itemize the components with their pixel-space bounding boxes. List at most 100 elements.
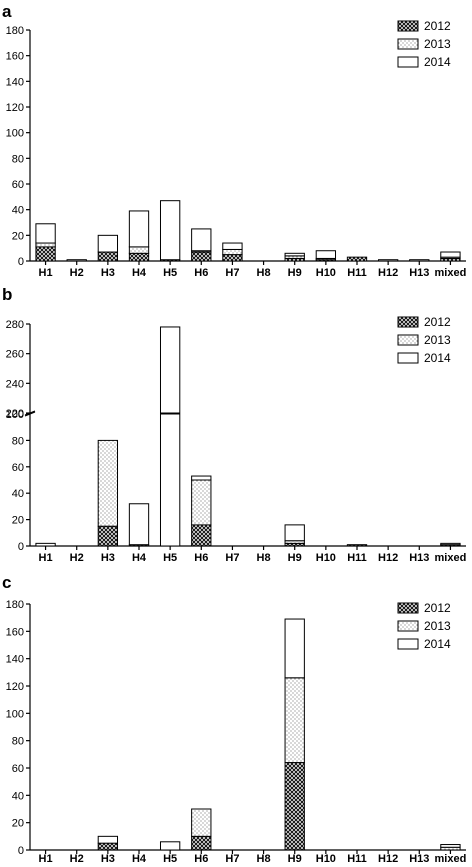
chart-c-ytick-label: 160: [6, 626, 24, 638]
chart-a-xtick-label: H11: [347, 267, 367, 279]
chart-b-bar-H5-2014: [159, 326, 181, 414]
chart-a-bar-mixed-2014: [440, 251, 461, 258]
chart-c-bar-H3-2014: [97, 835, 119, 844]
chart-c-xtick-label: H13: [409, 853, 429, 865]
chart-b-xtick-label: H4: [132, 552, 147, 564]
chart-c-bar-H5-2014: [159, 841, 181, 851]
chart-a-ytick-label: 160: [6, 51, 24, 63]
chart-b-axis-break: [24, 411, 36, 417]
chart-b-bar-H3-2013: [97, 439, 119, 527]
chart-a-bar-H7-2012: [222, 254, 243, 262]
chart-c-legend-swatch-2012: [397, 602, 419, 614]
chart-c-ytick-label: 20: [12, 818, 24, 830]
chart-a-bar-H7-2014: [222, 242, 243, 250]
chart-c-ytick-label: 60: [12, 763, 24, 775]
chart-a-bar-H12-2014: [377, 259, 399, 262]
chart-a-bar-H4-2012: [128, 252, 150, 262]
chart-a-bar-H1-2014: [35, 223, 56, 244]
chart-b-xtick-label: H2: [70, 552, 84, 564]
chart-c-ytick-label: 180: [6, 599, 24, 611]
chart-a-xtick-label: H4: [132, 267, 147, 279]
chart-a-ytick-label: 20: [12, 230, 24, 242]
chart-b-legend-label-2013: 2013: [424, 333, 451, 347]
chart-a-ytick-label: 0: [18, 256, 24, 268]
chart-a-xtick-label: H10: [316, 267, 336, 279]
chart-c-xtick-label: H10: [316, 853, 336, 865]
chart-b-xtick-label: mixed: [435, 552, 467, 564]
chart-b-ytick-label: 240: [6, 378, 24, 390]
chart-b-legend-label-2014: 2014: [424, 351, 451, 365]
chart-a-legend-label-2013: 2013: [424, 37, 451, 51]
chart-a-bar-H9-2014: [284, 252, 305, 257]
chart-a-xtick-label: mixed: [435, 267, 467, 279]
chart-c-legend-label-2012: 2012: [424, 601, 451, 615]
chart-b-xtick-label: H1: [39, 552, 53, 564]
chart-b-bar-H3-2012: [97, 525, 119, 547]
chart-b-bar-H5-2014: [159, 413, 181, 547]
chart-a-ytick-label: 40: [12, 205, 24, 217]
chart-c-xtick-label: H5: [163, 853, 177, 865]
chart-c-xtick-label: H2: [70, 853, 84, 865]
chart-a-bar-H3-2012: [97, 251, 119, 262]
chart-a-xtick-label: H8: [257, 267, 271, 279]
chart-a-legend-swatch-2013: [397, 38, 419, 50]
chart-a-legend-swatch-2012: [397, 20, 419, 32]
chart-b-axis-break: [24, 410, 36, 416]
chart-c-legend-swatch-2013: [397, 620, 419, 632]
chart-b-xtick-label: H8: [257, 552, 271, 564]
chart-c-xtick-label: H11: [347, 853, 367, 865]
chart-c-xtick-label: H3: [101, 853, 115, 865]
chart-c-legend-label-2014: 2014: [424, 637, 451, 651]
chart-c-ytick-label: 140: [6, 654, 24, 666]
chart-c-xtick-label: H8: [257, 853, 271, 865]
chart-c-ytick-label: 80: [12, 736, 24, 748]
chart-b-ytick-label: 220: [6, 408, 24, 420]
chart-b-xtick-label: H10: [316, 552, 336, 564]
chart-b-ytick-label: 100: [6, 409, 24, 421]
chart-c-xtick-label: mixed: [435, 853, 467, 865]
chart-b-legend-swatch-2013: [397, 334, 419, 346]
chart-c-ytick-label: 100: [6, 708, 24, 720]
chart-c-bar-H6-2013: [191, 808, 212, 837]
chart-a-bar-H4-2014: [128, 210, 150, 248]
chart-b-xtick-label: H12: [378, 552, 398, 564]
chart-a-ytick-label: 80: [12, 153, 24, 165]
chart-c-bar-H3-2012: [97, 842, 119, 851]
chart-a-xtick-label: H7: [225, 267, 239, 279]
chart-c-ytick-label: 40: [12, 790, 24, 802]
chart-a-bar-H10-2014: [315, 250, 337, 259]
chart-a-bar-H1-2013: [35, 242, 56, 248]
chart-c-ytick-label: 0: [18, 845, 24, 857]
chart-b-legend-swatch-2012: [397, 316, 419, 328]
chart-b-bar-H1-2014: [35, 542, 56, 547]
chart-b-bar-H9-2014: [284, 524, 305, 542]
chart-b-legend-swatch-2014: [397, 352, 419, 364]
chart-b-ytick-label: 20: [12, 515, 24, 527]
chart-c-xtick-label: H6: [194, 853, 208, 865]
chart-c-panel-label: c: [2, 573, 11, 592]
chart-c-xtick-label: H9: [288, 853, 302, 865]
chart-a-ytick-label: 120: [6, 102, 24, 114]
chart-c-bar-H6-2012: [191, 835, 212, 851]
chart-b-bar-mixed-2014: [440, 542, 461, 546]
chart-a-bar-H5-2014: [159, 200, 181, 261]
chart-b-xtick-label: H13: [409, 552, 429, 564]
chart-c-ytick-label: 120: [6, 681, 24, 693]
chart-a-bar-H11-2012: [346, 256, 368, 262]
chart-b-ytick-label: 0: [18, 541, 24, 553]
chart-a-xtick-label: H3: [101, 267, 115, 279]
chart-b-bar-H4-2014: [128, 503, 150, 546]
chart-b-xtick-label: H11: [347, 552, 367, 564]
chart-c-bar-mixed-2014: [440, 844, 461, 848]
chart-c-xtick-label: H4: [132, 853, 147, 865]
chart-a-xtick-label: H6: [194, 267, 208, 279]
chart-a-legend-label-2014: 2014: [424, 55, 451, 69]
chart-b-xtick-label: H3: [101, 552, 115, 564]
chart-b-legend-label-2012: 2012: [424, 315, 451, 329]
chart-b-xtick-label: H9: [288, 552, 302, 564]
chart-a-bar-H1-2012: [35, 246, 56, 262]
chart-b-ytick-label: 60: [12, 462, 24, 474]
chart-a-panel: a 0 20 40 60 80 100 120 140 160 180 H1 H2 H3 H4 H5 H6 H7 H…: [2, 2, 466, 279]
chart-a-bar-H3-2014: [97, 234, 119, 253]
